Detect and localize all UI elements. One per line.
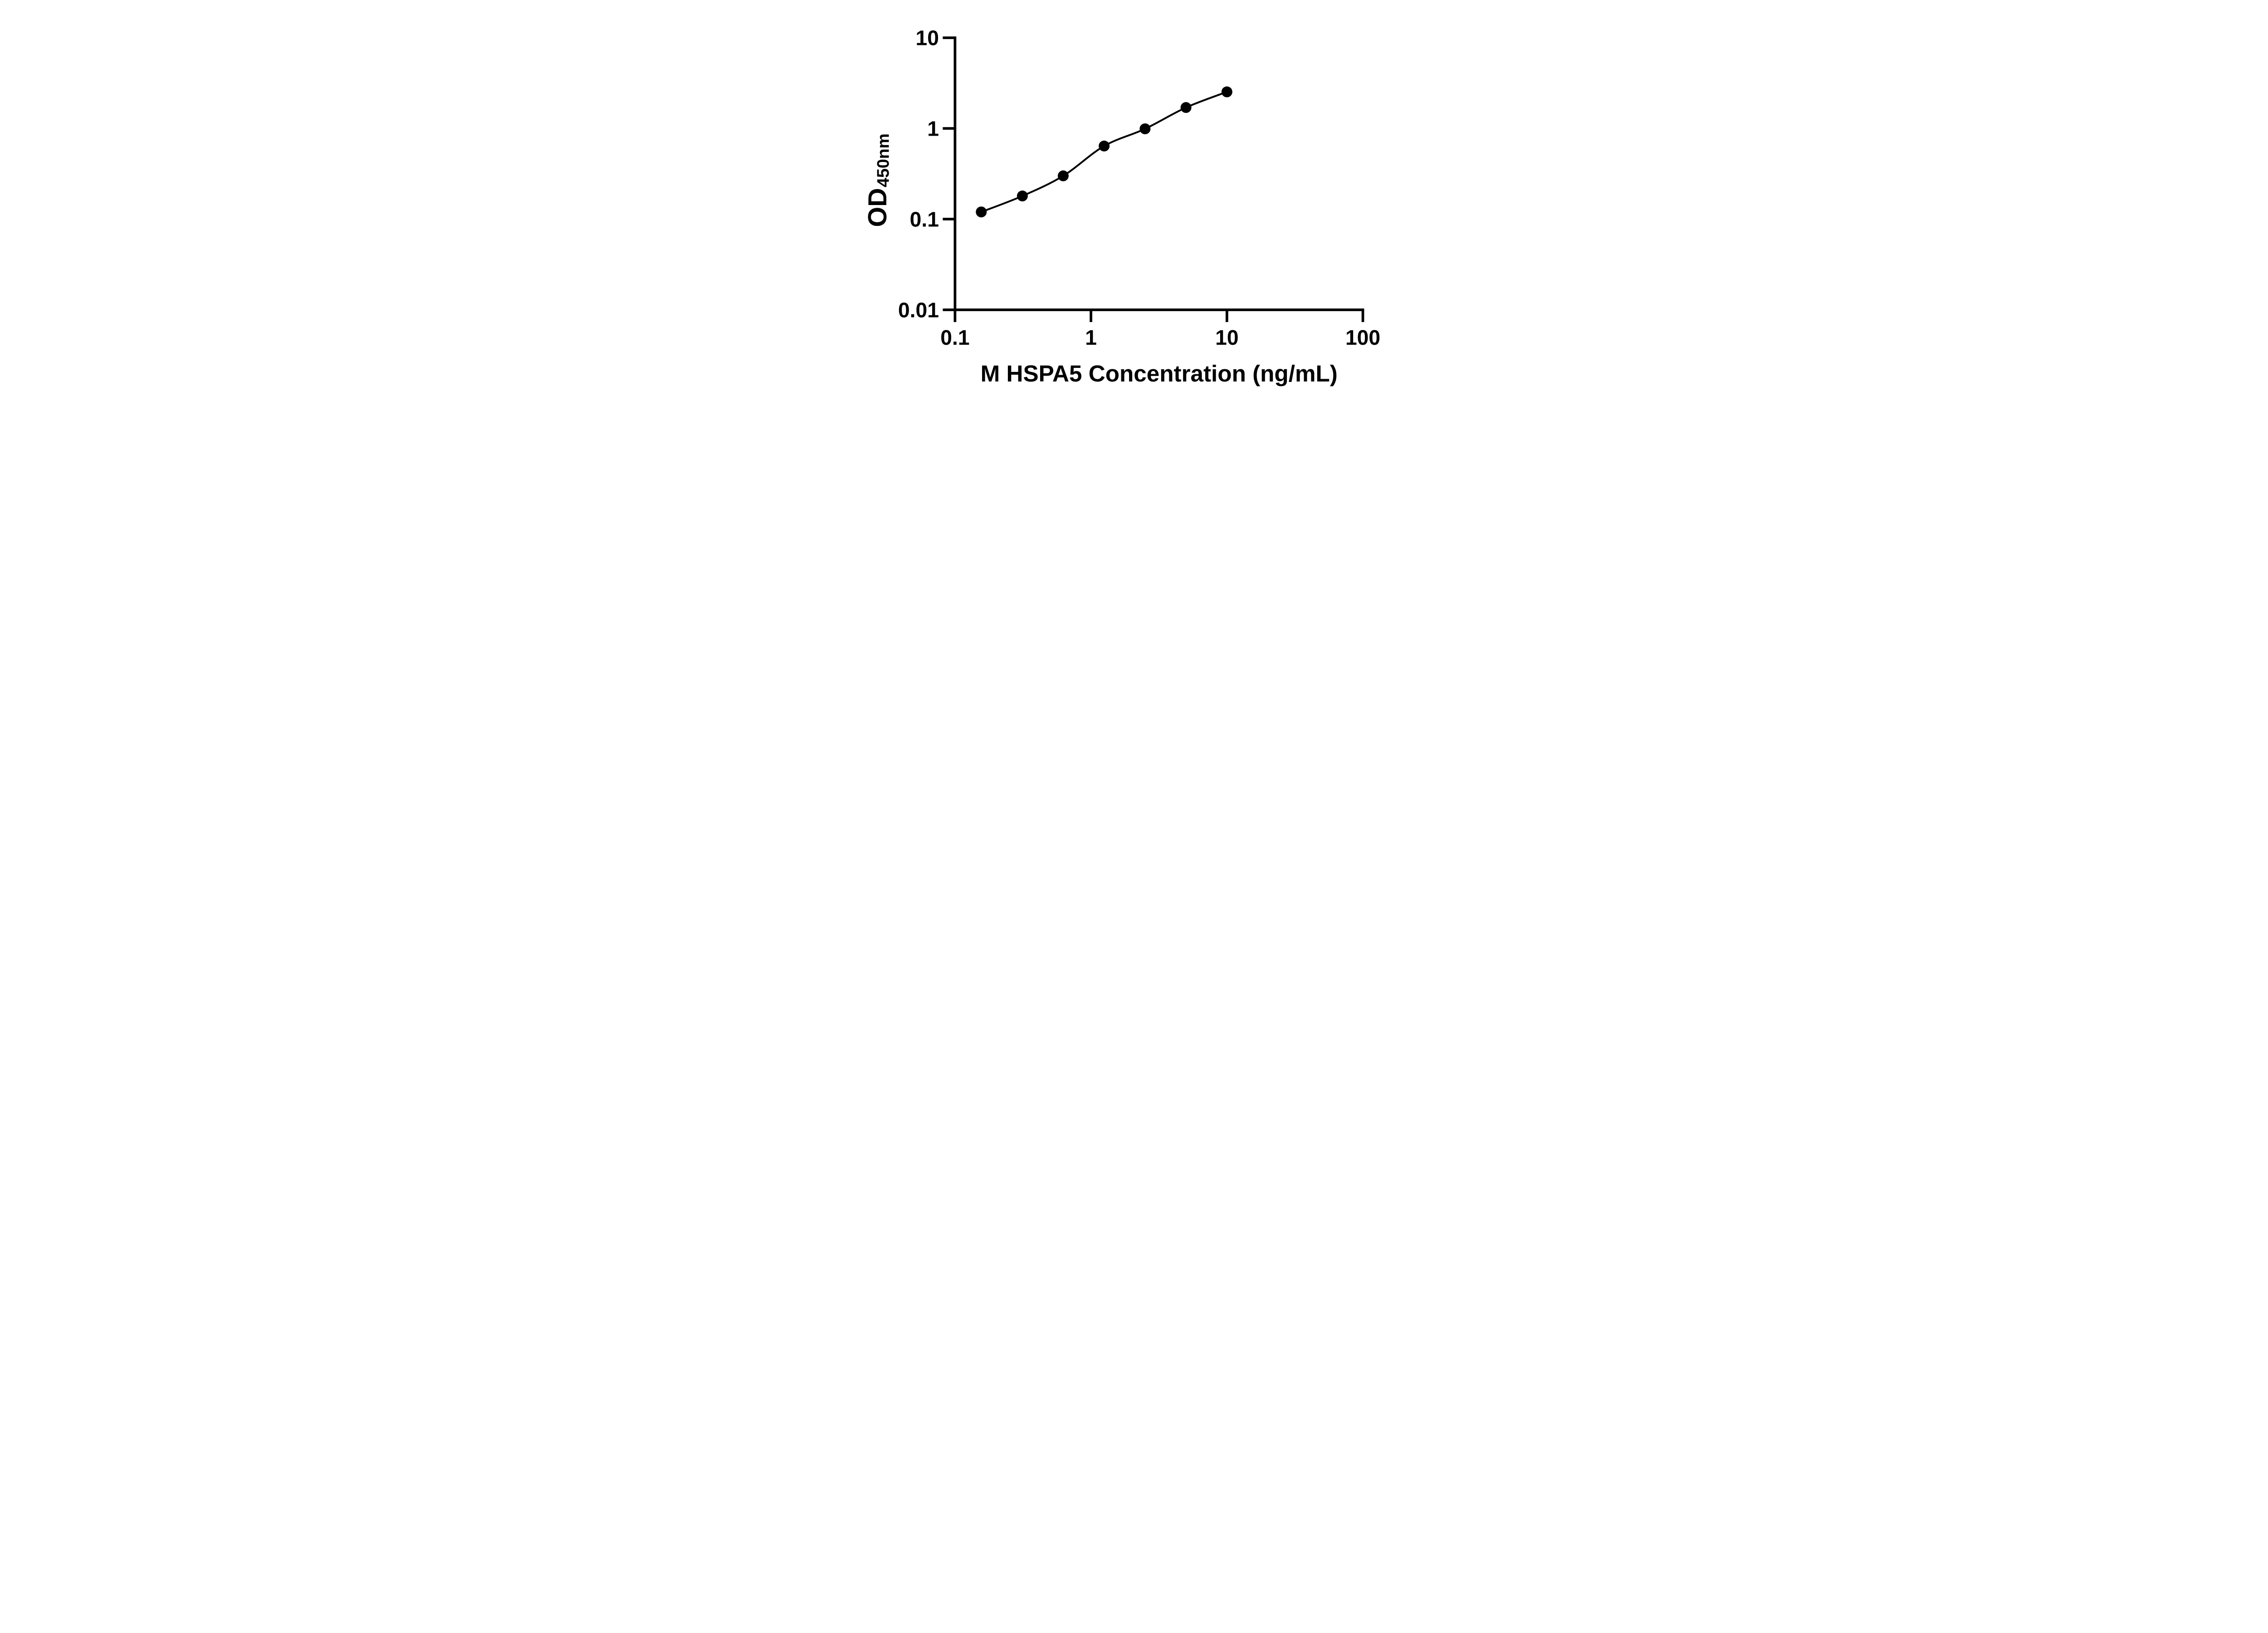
x-tick-label: 0.1 [940,326,969,349]
data-point [1098,140,1110,152]
y-tick-label: 0.01 [898,298,938,322]
x-axis-tick-labels: 0.1 1 10 100 [940,326,1380,349]
data-point [1221,86,1232,98]
chart-container: 10 1 0.1 0.01 0.1 1 10 100 M HSPA5 Concentrati… [842,0,1426,408]
x-axis-title: M HSPA5 Concentration (ng/mL) [980,361,1337,386]
data-point [1180,102,1192,113]
y-axis-title-main: OD [863,188,892,227]
data-point [1139,123,1150,135]
y-axis-title-subscript: 450nm [873,133,892,187]
x-tick-label: 100 [1345,326,1380,349]
y-tick-label: 1 [927,117,939,141]
data-point [975,206,987,218]
data-point [1017,191,1028,202]
x-axis-ticks [953,309,1364,322]
y-axis-ticks [942,36,955,311]
y-tick-label: 0.1 [909,208,938,231]
y-axis-title: OD450nm [863,133,892,227]
axes [953,36,1364,311]
y-axis-tick-labels: 10 1 0.1 0.01 [898,26,938,322]
y-tick-label: 10 [915,26,938,50]
x-tick-label: 1 [1085,326,1097,349]
x-tick-label: 10 [1215,326,1238,349]
data-points [975,86,1232,218]
data-point [1057,170,1069,181]
